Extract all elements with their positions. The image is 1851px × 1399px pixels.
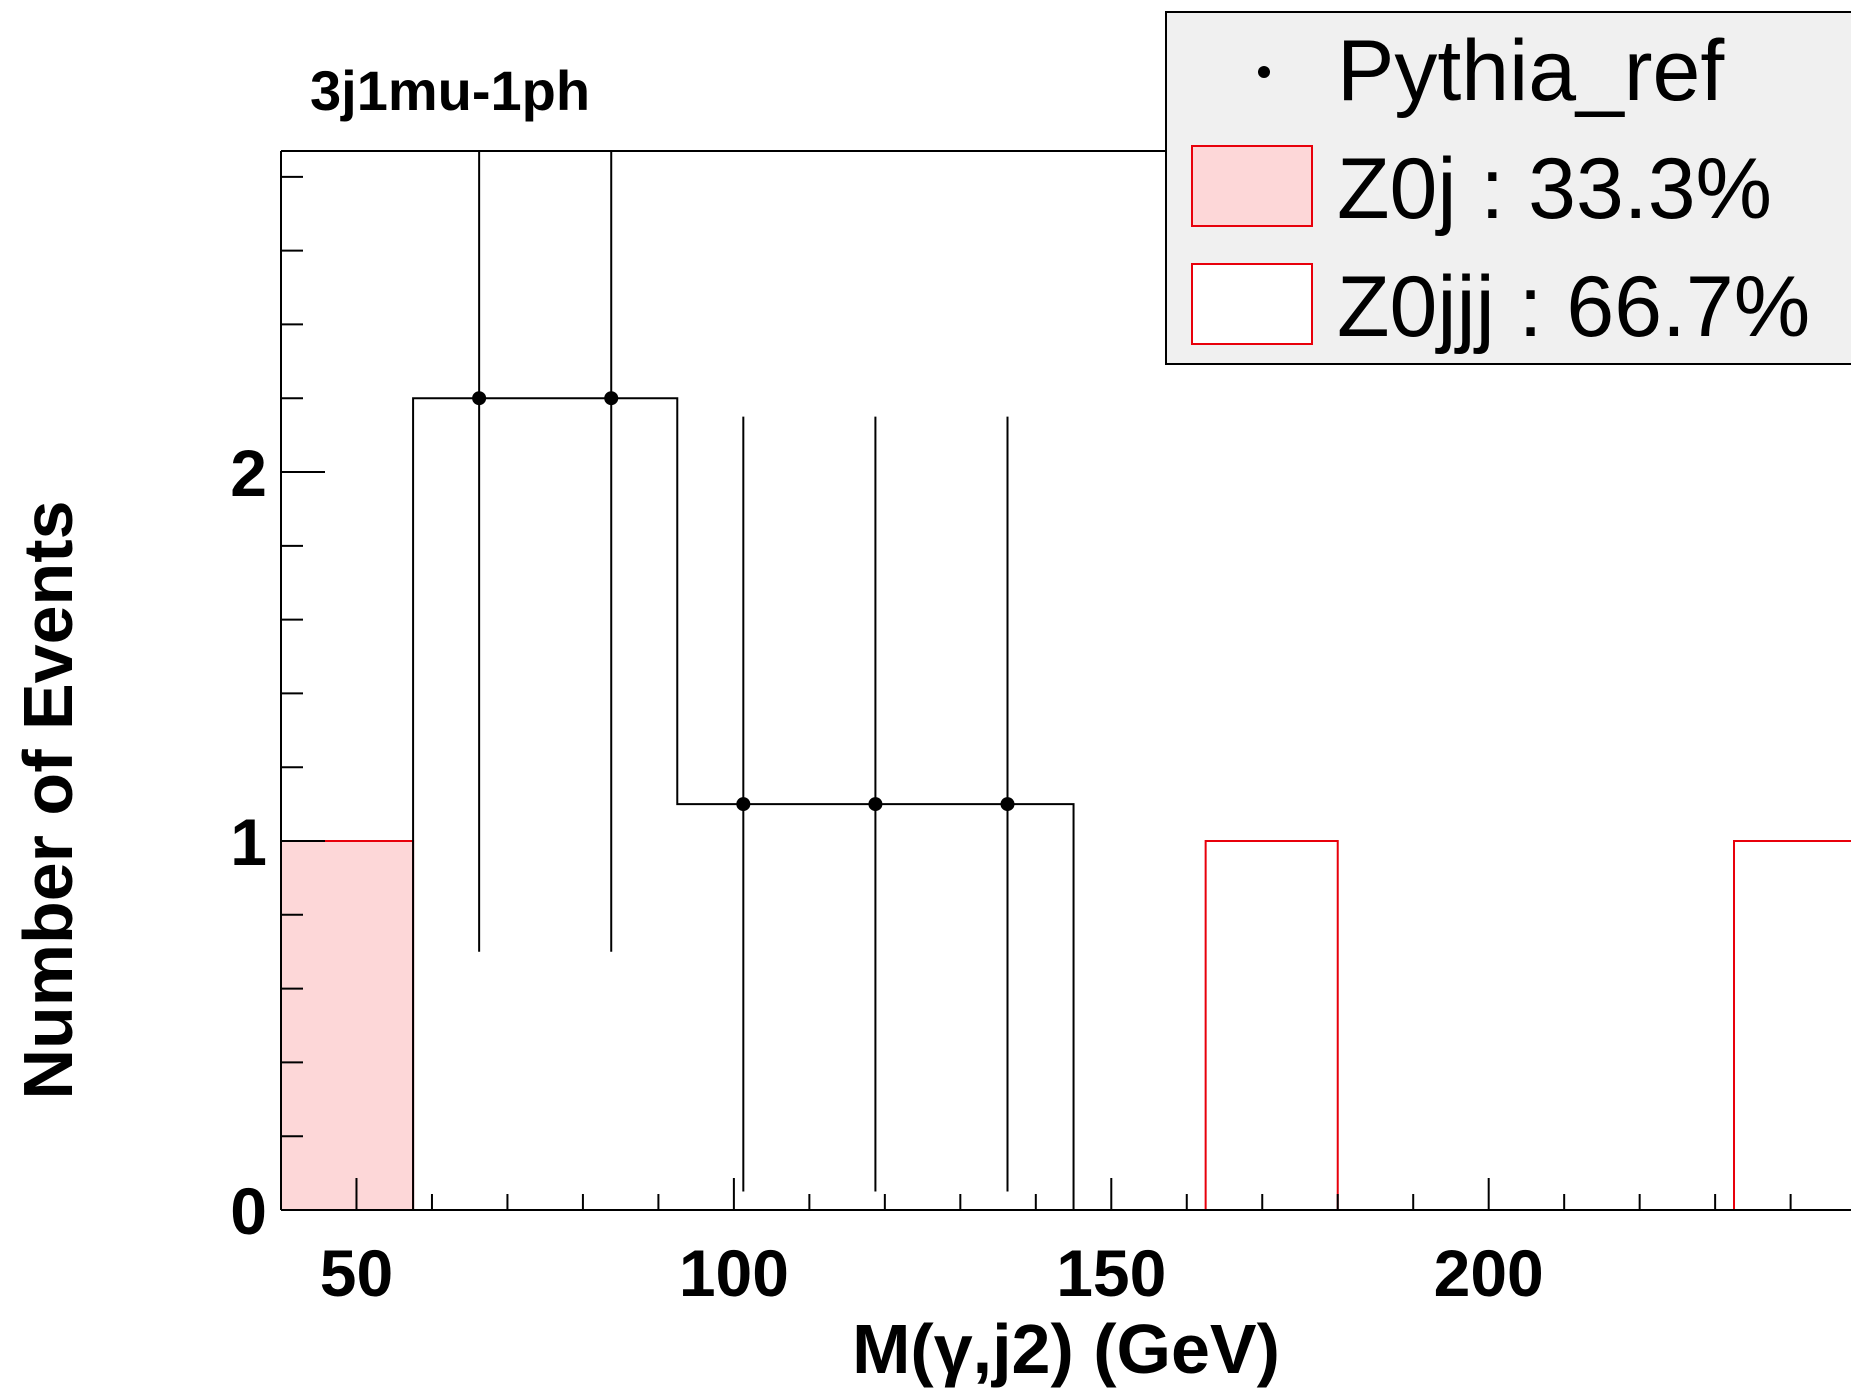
legend: Pythia_ref Z0j : 33.3% Z0jjj : 66.7% xyxy=(1165,11,1851,365)
hist-outline-z0jjj xyxy=(280,840,1851,1211)
x-axis-label: M(γ,j2) (GeV) xyxy=(852,1310,1280,1388)
legend-label-z0j: Z0j : 33.3% xyxy=(1337,141,1772,237)
chart-title: 3j1mu-1ph xyxy=(310,59,590,122)
legend-label-z0jjj: Z0jjj : 66.7% xyxy=(1337,259,1810,355)
y-tick-label: 0 xyxy=(230,1174,267,1248)
x-tick-label: 200 xyxy=(1434,1236,1544,1310)
y-tick-label: 1 xyxy=(230,805,267,879)
data-point xyxy=(604,391,619,406)
legend-label-pythia-ref: Pythia_ref xyxy=(1337,23,1725,119)
data-points xyxy=(472,151,1015,1192)
y-axis-label: Number of Events xyxy=(9,501,87,1100)
legend-swatch-z0j xyxy=(1191,145,1313,227)
data-point xyxy=(472,391,487,406)
axes: 50 100 150 200 0 1 2 xyxy=(230,150,1851,1310)
x-tick-label: 100 xyxy=(679,1236,789,1310)
legend-marker-pythia-ref xyxy=(1258,66,1270,78)
data-point xyxy=(1000,797,1015,812)
hist-line-pythia-ref xyxy=(281,397,1851,1211)
x-tick-label: 150 xyxy=(1056,1236,1166,1310)
legend-swatch-z0jjj xyxy=(1191,263,1313,345)
y-tick-label: 2 xyxy=(230,436,267,510)
histograms xyxy=(280,397,1851,1211)
x-tick-label: 50 xyxy=(320,1236,393,1310)
hist-bar-z0j xyxy=(281,841,414,1210)
data-point xyxy=(736,797,751,812)
data-point xyxy=(868,797,883,812)
